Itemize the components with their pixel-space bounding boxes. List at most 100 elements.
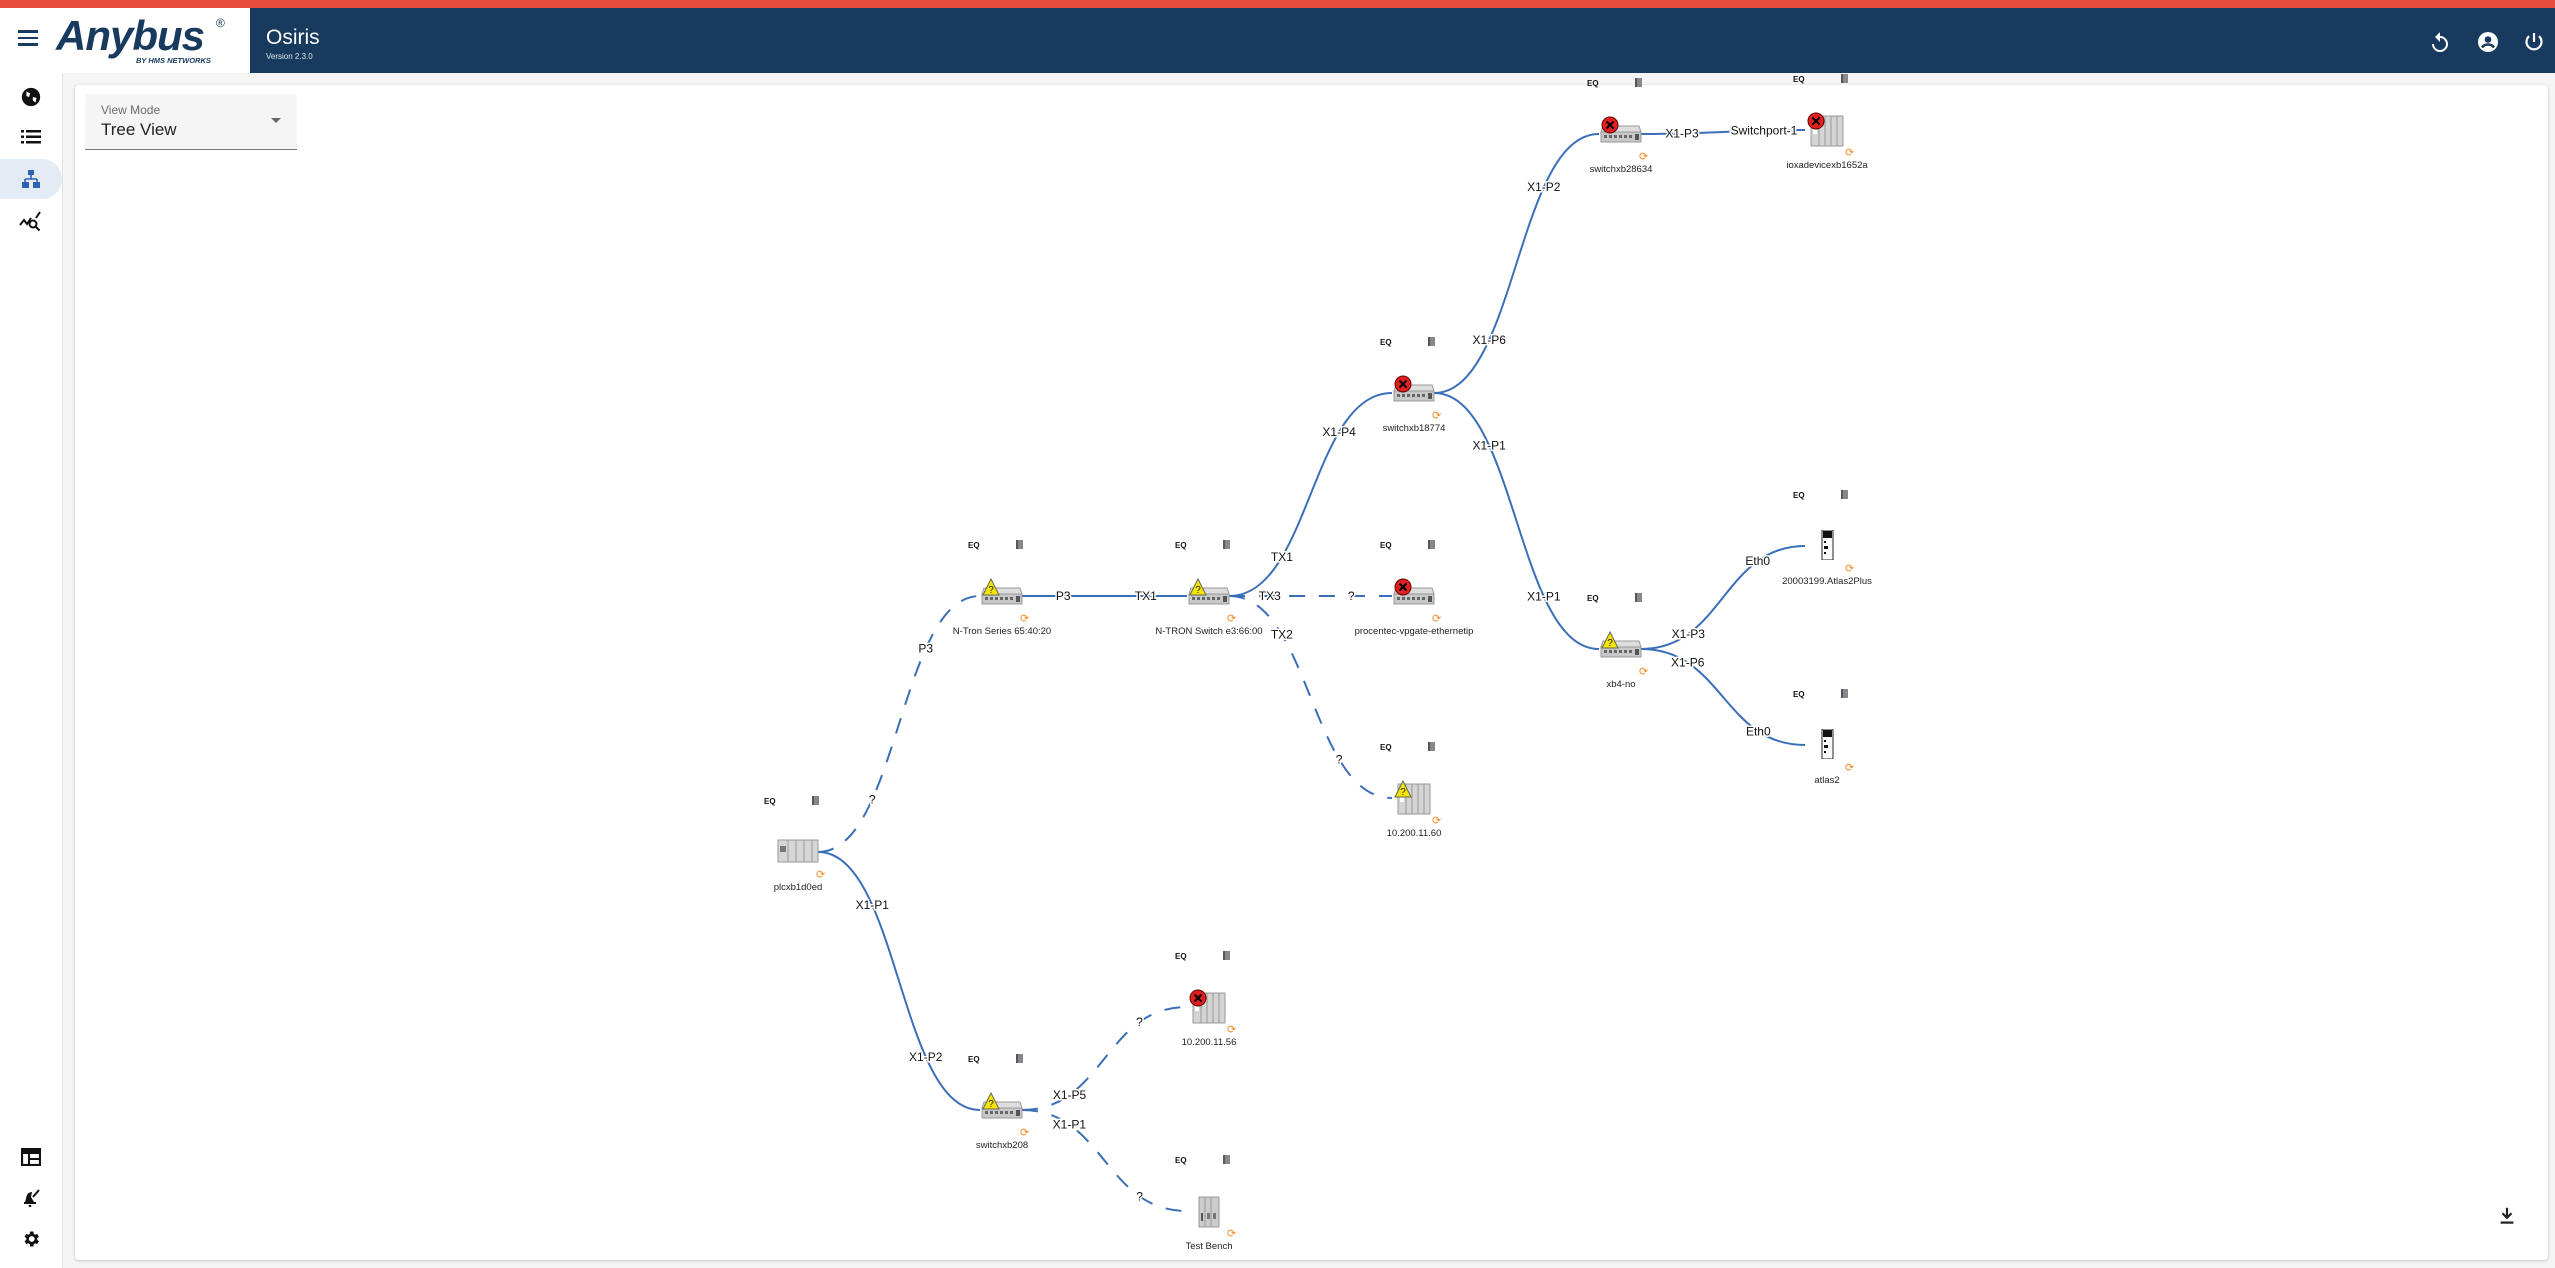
node-port-icon[interactable] <box>1635 78 1642 87</box>
sidebar-item-settings[interactable] <box>0 1219 62 1259</box>
alarm-icon[interactable]: ⟳ <box>1639 151 1649 163</box>
node-name: plcxb1d0ed <box>773 882 823 893</box>
sidebar-item-dashboard[interactable] <box>0 1137 62 1177</box>
node-info-icon[interactable]: EQ <box>764 797 776 806</box>
link-edge[interactable] <box>1021 1109 1188 1212</box>
alarm-icon[interactable]: ⟳ <box>1227 1024 1237 1036</box>
refresh-icon[interactable] <box>2428 30 2452 54</box>
sidebar-item-analytics[interactable] <box>0 201 62 241</box>
link-edge[interactable] <box>1433 392 1600 650</box>
node-name: N-Tron Series 65:40:20 <box>952 626 1052 637</box>
switch-device-icon[interactable]: ? <box>1187 578 1231 610</box>
node-info-icon[interactable]: EQ <box>1793 75 1805 84</box>
port-label: X1-P2 <box>909 1050 943 1064</box>
alarm-icon[interactable]: ⟳ <box>1432 815 1442 827</box>
link-edge[interactable] <box>1228 392 1393 597</box>
node-port-icon[interactable] <box>1428 742 1435 751</box>
error-badge-icon <box>1394 578 1412 596</box>
link-edge[interactable] <box>1433 133 1600 394</box>
alarm-icon[interactable]: ⟳ <box>1432 410 1442 422</box>
switch-device-icon[interactable] <box>1392 375 1436 407</box>
node-name: switchxb28634 <box>1589 164 1653 175</box>
node-info-icon[interactable]: EQ <box>1793 491 1805 500</box>
node-port-icon[interactable] <box>1428 337 1435 346</box>
alarm-icon[interactable]: ⟳ <box>1432 613 1442 625</box>
port-label: P3 <box>918 642 933 656</box>
node-port-icon[interactable] <box>1016 540 1023 549</box>
account-icon[interactable] <box>2476 30 2500 54</box>
sidebar-item-globe[interactable] <box>0 77 62 117</box>
alarm-icon[interactable]: ⟳ <box>1227 1228 1237 1240</box>
node-name: 10.200.11.56 <box>1181 1037 1237 1048</box>
node-info-icon[interactable]: EQ <box>968 541 980 550</box>
node-port-icon[interactable] <box>1635 593 1642 602</box>
node-info-icon[interactable]: EQ <box>1380 338 1392 347</box>
switch-device-icon[interactable]: ? <box>980 1092 1024 1124</box>
port-label: X1-P2 <box>1527 180 1561 194</box>
port-label: Eth0 <box>1745 554 1770 568</box>
port-label: TX2 <box>1271 628 1293 642</box>
app-title: Osiris <box>266 26 320 49</box>
node-port-icon[interactable] <box>812 796 819 805</box>
download-icon[interactable] <box>2496 1205 2518 1227</box>
switch-device-icon[interactable] <box>1392 578 1436 610</box>
alarm-icon[interactable]: ⟳ <box>1227 613 1237 625</box>
alarm-icon[interactable]: ⟳ <box>1845 762 1855 774</box>
power-icon[interactable] <box>2522 30 2546 54</box>
node-port-icon[interactable] <box>1841 689 1848 698</box>
node-port-icon[interactable] <box>1841 74 1848 83</box>
node-info-icon[interactable]: EQ <box>1175 952 1187 961</box>
plc-rack-device-icon[interactable] <box>1187 989 1231 1024</box>
node-port-icon[interactable] <box>1223 1155 1230 1164</box>
alarm-icon[interactable]: ⟳ <box>1639 666 1649 678</box>
link-edge[interactable] <box>1021 1006 1188 1111</box>
port-label: X1-P3 <box>1672 627 1706 641</box>
sidebar-item-alarms[interactable] <box>0 1177 62 1217</box>
port-label: X1-P3 <box>1665 127 1699 141</box>
sidebar-item-topology[interactable] <box>0 159 62 199</box>
node-info-icon[interactable]: EQ <box>1587 594 1599 603</box>
view-mode-select[interactable]: View Mode Tree View <box>85 94 297 150</box>
sidebar-item-list[interactable] <box>0 117 62 157</box>
alarm-icon[interactable]: ⟳ <box>1020 613 1030 625</box>
error-badge-icon <box>1601 116 1619 134</box>
port-label: X1-P5 <box>1053 1088 1087 1102</box>
node-info-icon[interactable]: EQ <box>1587 79 1599 88</box>
node-name: xb4-no <box>1606 679 1636 690</box>
node-port-icon[interactable] <box>1223 951 1230 960</box>
switch-device-icon[interactable]: ? <box>980 578 1024 610</box>
plc-rack-device-icon[interactable]: ? <box>1392 780 1436 815</box>
node-info-icon[interactable]: EQ <box>1793 690 1805 699</box>
node-port-icon[interactable] <box>1223 540 1230 549</box>
plc-rack-device-icon[interactable] <box>1805 112 1849 147</box>
switch-device-icon[interactable]: ? <box>1599 631 1643 663</box>
plc-device-icon[interactable] <box>776 836 820 866</box>
link-edge[interactable] <box>1640 648 1806 746</box>
node-info-icon[interactable]: EQ <box>1175 1156 1187 1165</box>
switch-device-icon[interactable] <box>1599 116 1643 148</box>
port-label: X1-P6 <box>1671 656 1705 670</box>
link-edge[interactable] <box>1640 129 1806 135</box>
link-edge[interactable] <box>817 595 981 853</box>
link-edge[interactable] <box>1228 595 1393 799</box>
alarm-icon[interactable]: ⟳ <box>816 869 826 881</box>
node-info-icon[interactable]: EQ <box>1380 743 1392 752</box>
link-edge[interactable] <box>1640 545 1806 650</box>
node-port-icon[interactable] <box>1016 1054 1023 1063</box>
alarm-icon[interactable]: ⟳ <box>1845 563 1855 575</box>
node-name: Test Bench <box>1185 1241 1233 1252</box>
bench-device-icon[interactable] <box>1187 1195 1231 1228</box>
port-label: X1-P1 <box>1527 590 1561 604</box>
node-port-icon[interactable] <box>1428 540 1435 549</box>
link-edge[interactable] <box>817 851 981 1111</box>
alarm-icon[interactable]: ⟳ <box>1845 147 1855 159</box>
alarm-icon[interactable]: ⟳ <box>1020 1127 1030 1139</box>
dropdown-arrow-icon <box>271 118 281 123</box>
node-info-icon[interactable]: EQ <box>1175 541 1187 550</box>
atlas-device-icon[interactable] <box>1805 728 1849 760</box>
atlas-device-icon[interactable] <box>1805 529 1849 561</box>
node-info-icon[interactable]: EQ <box>1380 541 1392 550</box>
node-info-icon[interactable]: EQ <box>968 1055 980 1064</box>
node-port-icon[interactable] <box>1841 490 1848 499</box>
menu-icon[interactable] <box>18 30 38 46</box>
